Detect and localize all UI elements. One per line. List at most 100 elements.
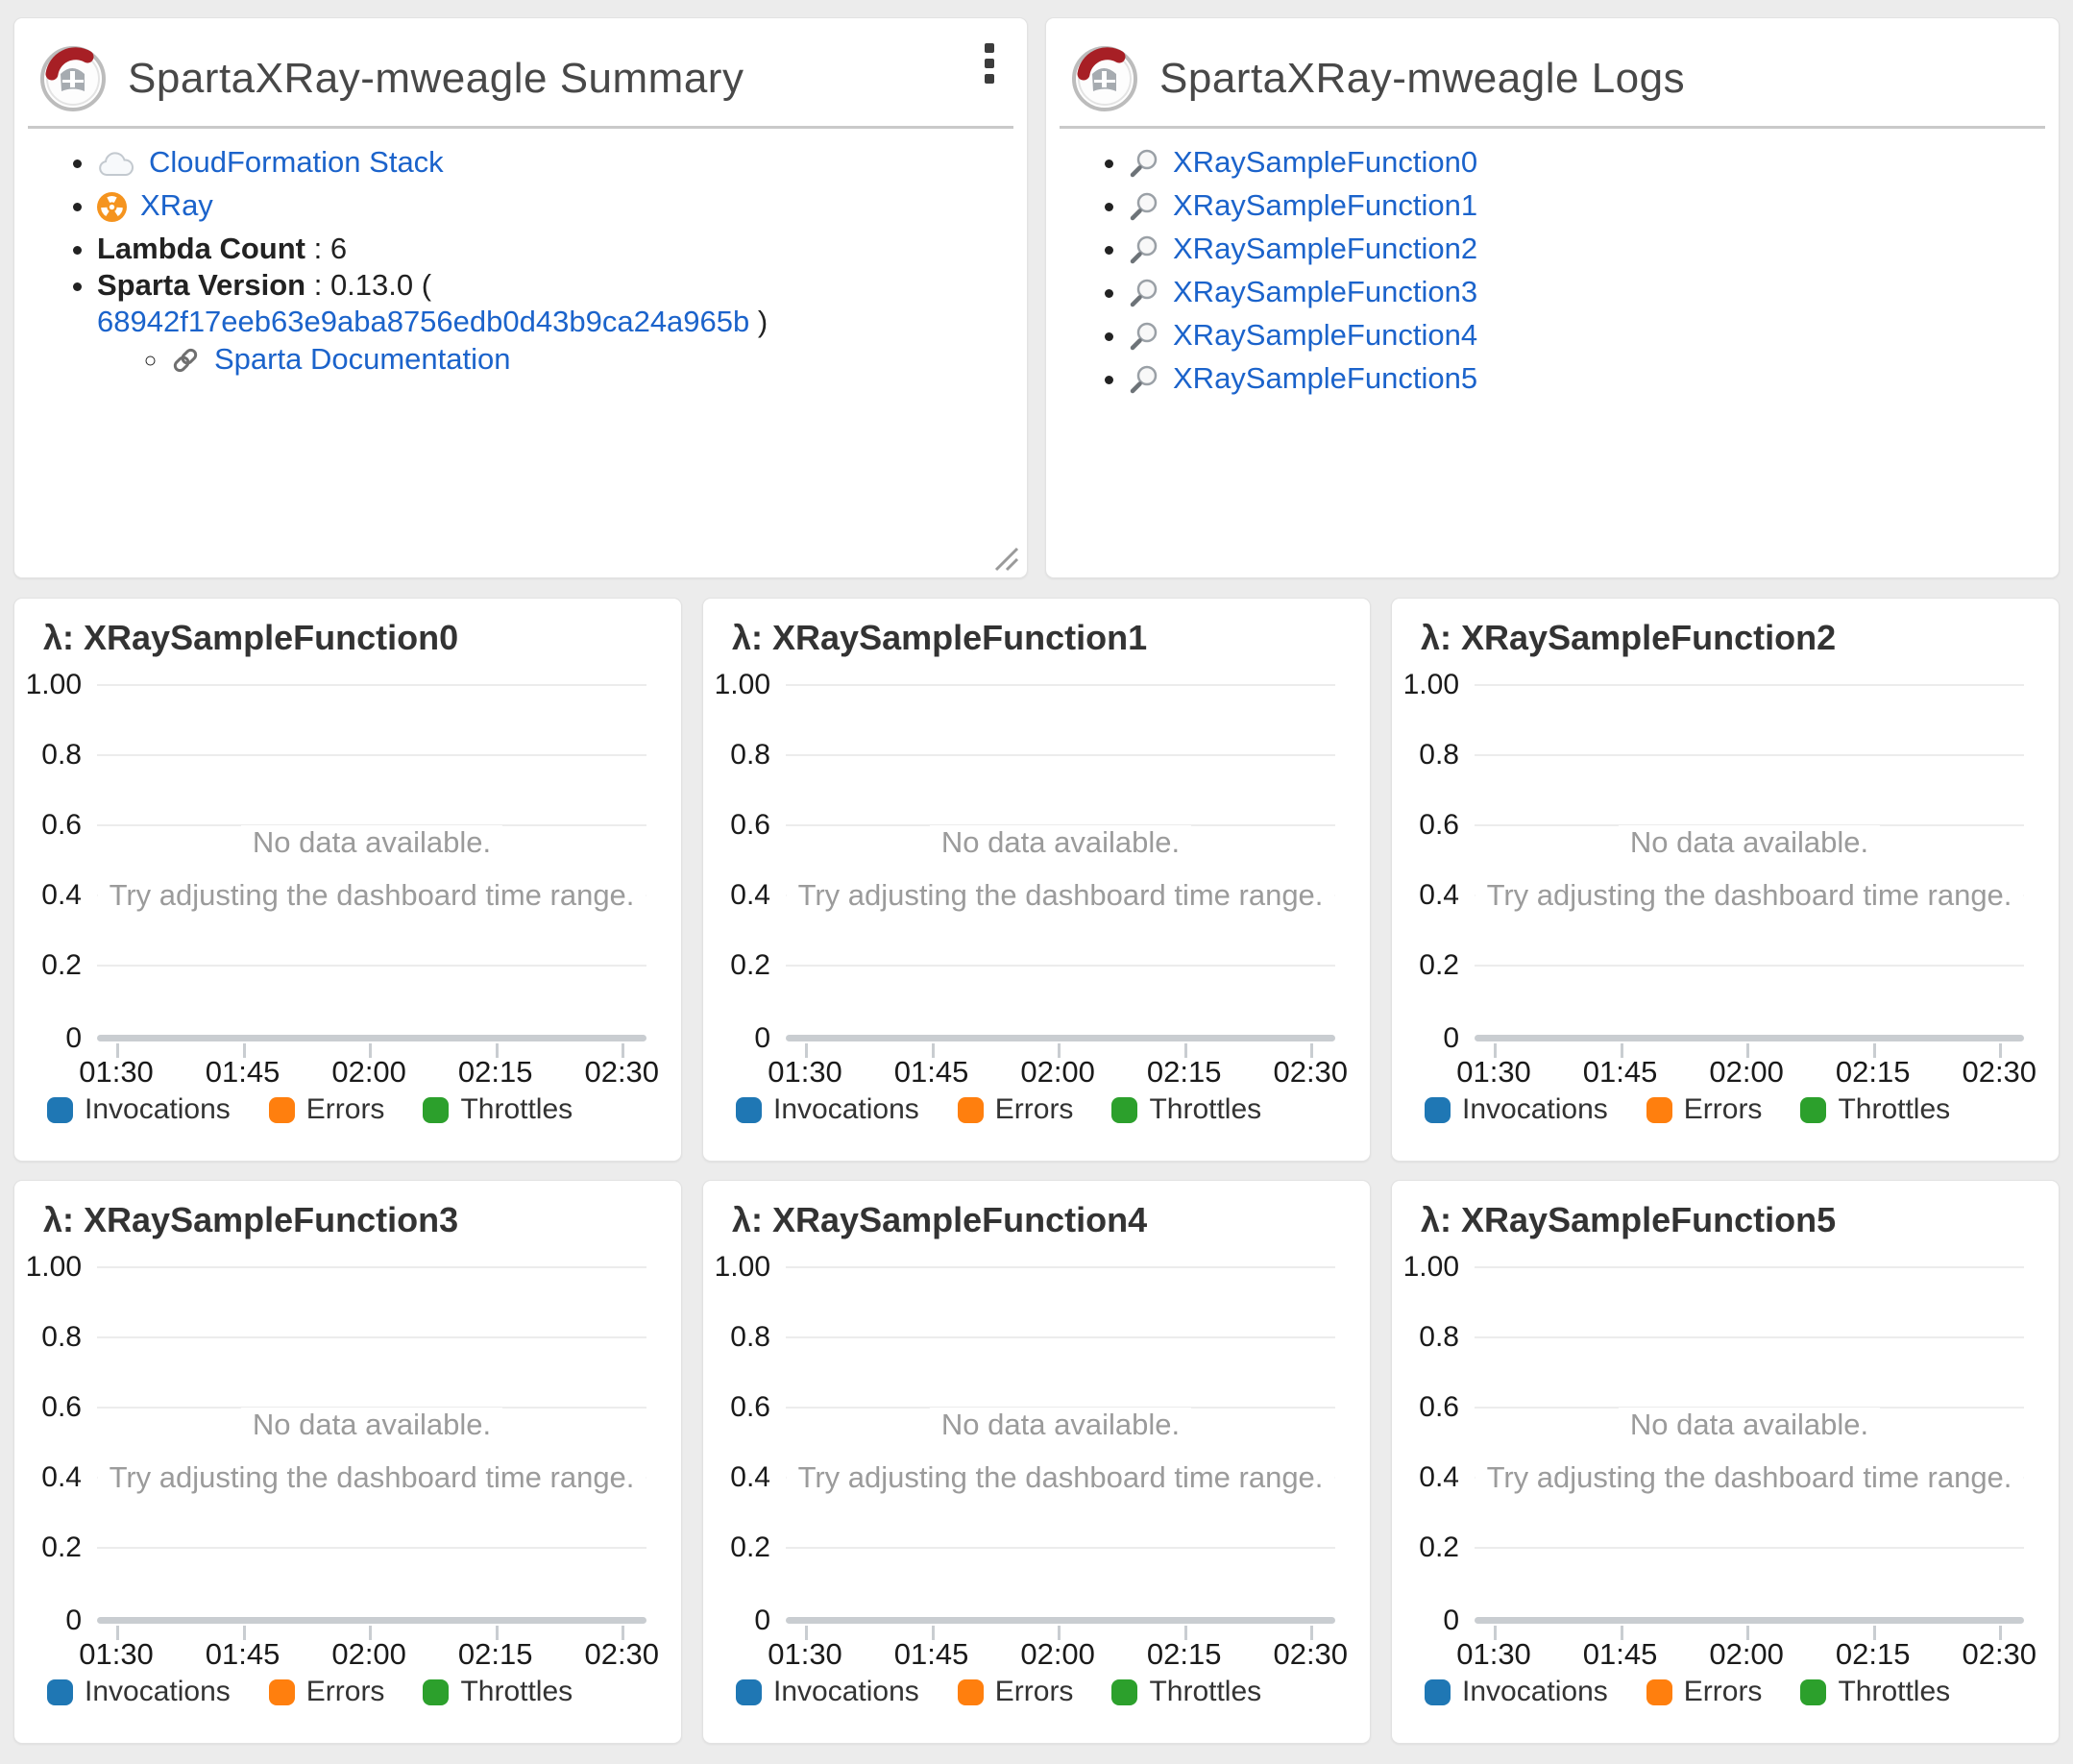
legend-item-invocations[interactable]: Invocations	[1425, 1093, 1608, 1126]
commit-sha-link[interactable]: 68942f17eeb63e9aba8756edb0d43b9ca24a965b	[97, 305, 750, 338]
chart-legend: Invocations Errors Throttles	[736, 1093, 1341, 1126]
legend-item-errors[interactable]: Errors	[957, 1093, 1074, 1126]
chart-title: λ: XRaySampleFunction5	[1421, 1200, 1837, 1239]
legend-item-throttles[interactable]: Throttles	[423, 1093, 573, 1126]
gridline: 0.2	[41, 949, 646, 981]
x-axis-tick-label: 01:30	[1456, 1637, 1531, 1671]
log-group-link[interactable]: XRaySampleFunction3	[1173, 275, 1478, 308]
x-axis-tick-label: 01:45	[1582, 1055, 1658, 1089]
legend-item-throttles[interactable]: Throttles	[423, 1676, 573, 1708]
x-axis-tick	[1310, 1043, 1314, 1058]
x-axis-tick	[495, 1043, 499, 1058]
legend-label: Throttles	[1838, 1093, 1951, 1125]
invocations-swatch	[736, 1096, 762, 1123]
y-axis-tick-label: 0.6	[41, 809, 82, 841]
x-axis-tick-label: 02:15	[1835, 1637, 1911, 1671]
x-axis-tick-label: 01:45	[1582, 1637, 1658, 1671]
widget-menu-button[interactable]	[979, 37, 1000, 89]
magnifier-icon	[1129, 321, 1159, 360]
sparta-documentation-link[interactable]: Sparta Documentation	[214, 342, 511, 376]
chart-legend: Invocations Errors Throttles	[1425, 1093, 2030, 1126]
errors-swatch	[957, 1096, 984, 1123]
log-group-link[interactable]: XRaySampleFunction1	[1173, 188, 1478, 222]
gridline: 0.6	[1419, 809, 2024, 841]
y-axis-tick-label: 0.4	[41, 1461, 82, 1493]
legend-item-errors[interactable]: Errors	[268, 1093, 384, 1126]
x-axis-tick-label: 01:45	[893, 1637, 969, 1671]
chart-legend: Invocations Errors Throttles	[47, 1093, 652, 1126]
legend-item-throttles[interactable]: Throttles	[1800, 1093, 1950, 1126]
log-link-item: XRaySampleFunction2	[1129, 231, 2034, 274]
no-data-message: No data available.	[929, 825, 1192, 861]
legend-item-invocations[interactable]: Invocations	[1425, 1676, 1608, 1708]
legend-item-invocations[interactable]: Invocations	[736, 1093, 919, 1126]
x-axis-baseline: 0	[754, 1022, 1335, 1058]
x-axis-labels: 01:30 01:45 02:00 02:15 02:30	[768, 1618, 1348, 1671]
y-axis-tick-label: 0.8	[1419, 739, 1459, 771]
xray-link[interactable]: XRay	[140, 188, 213, 222]
log-group-link[interactable]: XRaySampleFunction4	[1173, 318, 1478, 352]
x-axis-tick	[1494, 1626, 1498, 1640]
summary-item-lambda-count: Lambda Count : 6	[97, 231, 1002, 267]
summary-title: SpartaXRay-mweagle Summary	[128, 55, 744, 102]
y-axis-tick-label: 0	[754, 1021, 770, 1054]
log-group-link[interactable]: XRaySampleFunction2	[1173, 232, 1478, 265]
legend-item-throttles[interactable]: Throttles	[1111, 1676, 1261, 1708]
legend-item-throttles[interactable]: Throttles	[1800, 1676, 1950, 1708]
legend-item-invocations[interactable]: Invocations	[736, 1676, 919, 1708]
legend-item-errors[interactable]: Errors	[268, 1676, 384, 1708]
legend-label: Throttles	[1149, 1676, 1262, 1707]
y-axis-tick-label: 0.4	[730, 879, 770, 911]
y-axis-tick-label: 0.2	[730, 1531, 770, 1563]
x-axis-tick	[1183, 1043, 1187, 1058]
x-axis-labels: 01:30 01:45 02:00 02:15 02:30	[79, 1618, 659, 1671]
chart-legend: Invocations Errors Throttles	[1425, 1676, 2030, 1708]
lambda-metrics-widget: λ: XRaySampleFunction5 1.00 0.8 0.6 0.4 …	[1391, 1180, 2060, 1744]
legend-item-throttles[interactable]: Throttles	[1111, 1093, 1261, 1126]
x-axis-tick	[369, 1043, 373, 1058]
legend-item-errors[interactable]: Errors	[1646, 1093, 1762, 1126]
x-axis-tick	[1999, 1626, 2003, 1640]
y-axis-tick-label: 1.00	[25, 669, 82, 700]
y-axis-tick-label: 0.8	[1419, 1321, 1459, 1353]
x-axis-tick	[1620, 1626, 1623, 1640]
log-group-link[interactable]: XRaySampleFunction5	[1173, 361, 1478, 395]
x-axis-tick-label: 02:00	[331, 1637, 406, 1671]
logs-title: SpartaXRay-mweagle Logs	[1159, 55, 1686, 102]
x-axis-tick-label: 02:15	[1146, 1637, 1222, 1671]
x-axis-tick-label: 02:15	[1835, 1055, 1911, 1089]
log-link-item: XRaySampleFunction1	[1129, 187, 2034, 231]
x-axis-tick	[622, 1043, 625, 1058]
x-axis-tick	[495, 1626, 499, 1640]
y-axis-tick-label: 0.2	[1419, 1531, 1459, 1563]
invocations-swatch	[1425, 1678, 1451, 1705]
legend-item-errors[interactable]: Errors	[957, 1676, 1073, 1708]
gridline: 0.8	[730, 1321, 1335, 1353]
resize-handle-icon[interactable]	[990, 543, 1021, 574]
y-axis-tick-label: 1.00	[25, 1251, 82, 1283]
errors-swatch	[957, 1678, 984, 1705]
no-data-message: No data available.	[1618, 1408, 1881, 1443]
x-axis-tick-label: 02:15	[1146, 1055, 1222, 1089]
y-axis-tick-label: 0	[1443, 1604, 1459, 1636]
y-axis-tick-label: 0.8	[730, 1321, 770, 1353]
legend-item-invocations[interactable]: Invocations	[47, 1676, 231, 1708]
gridline: 0.6	[730, 809, 1335, 841]
lambda-metrics-widget: λ: XRaySampleFunction1 1.00 0.8 0.6 0.4 …	[702, 598, 1371, 1162]
top-row: SpartaXRay-mweagle Summary CloudFormatio…	[13, 17, 2060, 578]
log-group-link[interactable]: XRaySampleFunction0	[1173, 145, 1478, 179]
x-axis-labels: 01:30 01:45 02:00 02:15 02:30	[1456, 1618, 2036, 1671]
chart-plot-area: 1.00 0.8 0.6 0.4 0.2 0 No data available…	[26, 669, 646, 1058]
y-axis-tick-label: 1.00	[714, 669, 770, 700]
log-link-item: XRaySampleFunction3	[1129, 274, 2034, 317]
legend-item-invocations[interactable]: Invocations	[47, 1093, 231, 1126]
x-axis-tick	[116, 1626, 120, 1640]
legend-label: Errors	[994, 1093, 1074, 1125]
legend-label: Invocations	[85, 1093, 231, 1125]
legend-item-errors[interactable]: Errors	[1646, 1676, 1762, 1708]
throttles-swatch	[1111, 1096, 1138, 1123]
x-axis-tick-label: 02:30	[1273, 1055, 1349, 1089]
adjust-range-message: Try adjusting the dashboard time range.	[786, 878, 1335, 913]
cloudformation-stack-link[interactable]: CloudFormation Stack	[149, 145, 444, 179]
chart-title: λ: XRaySampleFunction1	[732, 618, 1148, 657]
